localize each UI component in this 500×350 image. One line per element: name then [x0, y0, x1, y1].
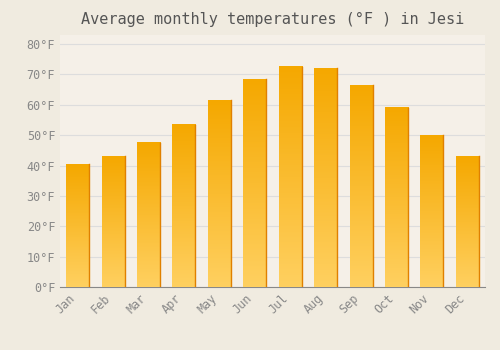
Title: Average monthly temperatures (°F ) in Jesi: Average monthly temperatures (°F ) in Je…	[81, 12, 464, 27]
